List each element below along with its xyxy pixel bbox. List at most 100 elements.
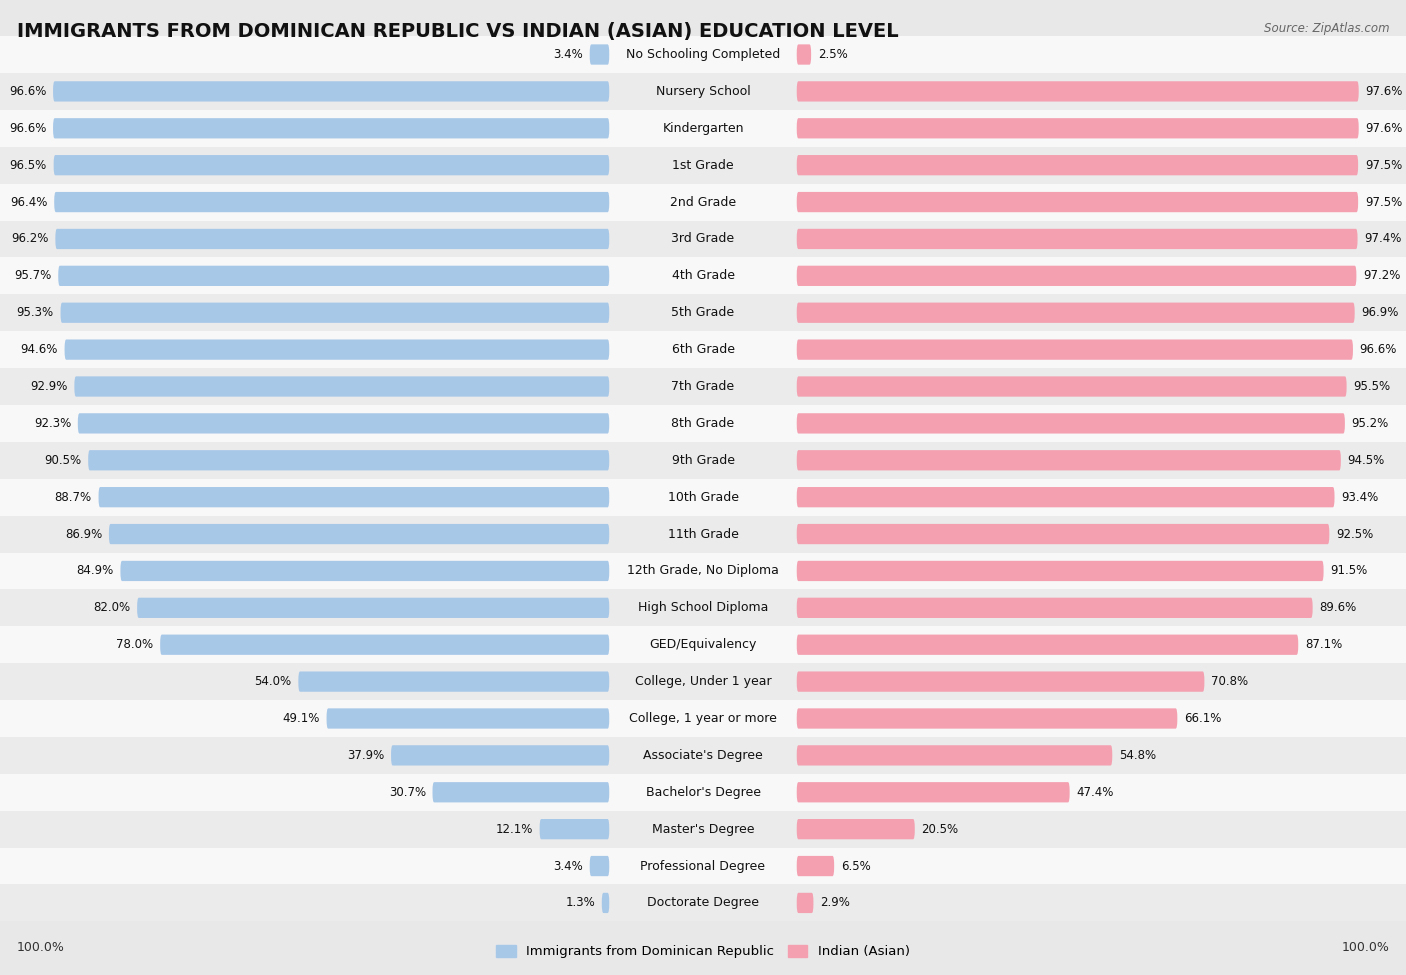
- Text: College, Under 1 year: College, Under 1 year: [634, 675, 772, 688]
- Text: 84.9%: 84.9%: [76, 565, 114, 577]
- Text: 96.9%: 96.9%: [1361, 306, 1399, 319]
- FancyBboxPatch shape: [797, 376, 1347, 397]
- Text: 47.4%: 47.4%: [1077, 786, 1114, 799]
- FancyBboxPatch shape: [797, 266, 1357, 286]
- Text: 12th Grade, No Diploma: 12th Grade, No Diploma: [627, 565, 779, 577]
- FancyBboxPatch shape: [0, 442, 1406, 479]
- Text: 93.4%: 93.4%: [1341, 490, 1378, 504]
- Text: 96.2%: 96.2%: [11, 232, 49, 246]
- FancyBboxPatch shape: [589, 856, 609, 877]
- Text: Professional Degree: Professional Degree: [641, 860, 765, 873]
- Text: 54.8%: 54.8%: [1119, 749, 1156, 761]
- FancyBboxPatch shape: [55, 192, 609, 213]
- Text: 95.5%: 95.5%: [1354, 380, 1391, 393]
- FancyBboxPatch shape: [797, 782, 1070, 802]
- Text: 95.2%: 95.2%: [1351, 417, 1389, 430]
- FancyBboxPatch shape: [797, 118, 1358, 138]
- FancyBboxPatch shape: [0, 663, 1406, 700]
- Text: Bachelor's Degree: Bachelor's Degree: [645, 786, 761, 799]
- Text: 20.5%: 20.5%: [921, 823, 959, 836]
- FancyBboxPatch shape: [0, 626, 1406, 663]
- Text: 30.7%: 30.7%: [388, 786, 426, 799]
- FancyBboxPatch shape: [797, 45, 811, 64]
- FancyBboxPatch shape: [60, 302, 609, 323]
- FancyBboxPatch shape: [797, 81, 1358, 101]
- FancyBboxPatch shape: [58, 266, 609, 286]
- Text: 96.5%: 96.5%: [10, 159, 46, 172]
- Text: 97.2%: 97.2%: [1362, 269, 1400, 283]
- FancyBboxPatch shape: [0, 553, 1406, 589]
- Text: 5th Grade: 5th Grade: [672, 306, 734, 319]
- FancyBboxPatch shape: [0, 146, 1406, 183]
- Text: 1.3%: 1.3%: [565, 896, 595, 910]
- Text: 92.3%: 92.3%: [34, 417, 72, 430]
- FancyBboxPatch shape: [0, 332, 1406, 368]
- Text: 92.5%: 92.5%: [1336, 527, 1374, 540]
- Text: College, 1 year or more: College, 1 year or more: [628, 712, 778, 725]
- FancyBboxPatch shape: [0, 774, 1406, 811]
- Text: 88.7%: 88.7%: [55, 490, 91, 504]
- Text: 89.6%: 89.6%: [1319, 602, 1357, 614]
- FancyBboxPatch shape: [53, 81, 609, 101]
- Text: Nursery School: Nursery School: [655, 85, 751, 98]
- FancyBboxPatch shape: [0, 884, 1406, 921]
- Text: 96.6%: 96.6%: [8, 122, 46, 135]
- FancyBboxPatch shape: [0, 183, 1406, 220]
- FancyBboxPatch shape: [797, 450, 1341, 470]
- Legend: Immigrants from Dominican Republic, Indian (Asian): Immigrants from Dominican Republic, Indi…: [491, 940, 915, 963]
- FancyBboxPatch shape: [0, 73, 1406, 110]
- FancyBboxPatch shape: [160, 635, 609, 655]
- FancyBboxPatch shape: [797, 635, 1298, 655]
- Text: 4th Grade: 4th Grade: [672, 269, 734, 283]
- FancyBboxPatch shape: [391, 745, 609, 765]
- Text: 3rd Grade: 3rd Grade: [672, 232, 734, 246]
- Text: 8th Grade: 8th Grade: [672, 417, 734, 430]
- Text: 92.9%: 92.9%: [31, 380, 67, 393]
- Text: 82.0%: 82.0%: [93, 602, 131, 614]
- FancyBboxPatch shape: [0, 811, 1406, 847]
- FancyBboxPatch shape: [0, 220, 1406, 257]
- FancyBboxPatch shape: [797, 524, 1329, 544]
- FancyBboxPatch shape: [540, 819, 609, 839]
- FancyBboxPatch shape: [797, 856, 834, 877]
- FancyBboxPatch shape: [55, 229, 609, 249]
- FancyBboxPatch shape: [797, 819, 915, 839]
- Text: 3.4%: 3.4%: [553, 860, 583, 873]
- Text: Master's Degree: Master's Degree: [652, 823, 754, 836]
- FancyBboxPatch shape: [0, 294, 1406, 332]
- Text: 95.7%: 95.7%: [14, 269, 52, 283]
- FancyBboxPatch shape: [0, 847, 1406, 884]
- Text: 1st Grade: 1st Grade: [672, 159, 734, 172]
- Text: 66.1%: 66.1%: [1184, 712, 1222, 725]
- Text: 2nd Grade: 2nd Grade: [669, 196, 737, 209]
- FancyBboxPatch shape: [797, 339, 1353, 360]
- FancyBboxPatch shape: [98, 488, 609, 507]
- Text: High School Diploma: High School Diploma: [638, 602, 768, 614]
- FancyBboxPatch shape: [0, 589, 1406, 626]
- FancyBboxPatch shape: [0, 737, 1406, 774]
- Text: Source: ZipAtlas.com: Source: ZipAtlas.com: [1264, 22, 1389, 35]
- Text: 94.6%: 94.6%: [21, 343, 58, 356]
- Text: IMMIGRANTS FROM DOMINICAN REPUBLIC VS INDIAN (ASIAN) EDUCATION LEVEL: IMMIGRANTS FROM DOMINICAN REPUBLIC VS IN…: [17, 22, 898, 41]
- FancyBboxPatch shape: [602, 893, 609, 913]
- FancyBboxPatch shape: [53, 155, 609, 176]
- FancyBboxPatch shape: [797, 709, 1177, 728]
- FancyBboxPatch shape: [0, 368, 1406, 405]
- Text: 97.6%: 97.6%: [1365, 122, 1403, 135]
- Text: 54.0%: 54.0%: [254, 675, 291, 688]
- Text: 97.6%: 97.6%: [1365, 85, 1403, 98]
- Text: Kindergarten: Kindergarten: [662, 122, 744, 135]
- FancyBboxPatch shape: [797, 155, 1358, 176]
- FancyBboxPatch shape: [65, 339, 609, 360]
- Text: 91.5%: 91.5%: [1330, 565, 1368, 577]
- FancyBboxPatch shape: [108, 524, 609, 544]
- Text: 9th Grade: 9th Grade: [672, 453, 734, 467]
- Text: 87.1%: 87.1%: [1305, 639, 1343, 651]
- Text: 2.5%: 2.5%: [818, 48, 848, 61]
- Text: 12.1%: 12.1%: [495, 823, 533, 836]
- Text: 78.0%: 78.0%: [117, 639, 153, 651]
- Text: 10th Grade: 10th Grade: [668, 490, 738, 504]
- Text: 96.4%: 96.4%: [10, 196, 48, 209]
- Text: 7th Grade: 7th Grade: [672, 380, 734, 393]
- FancyBboxPatch shape: [75, 376, 609, 397]
